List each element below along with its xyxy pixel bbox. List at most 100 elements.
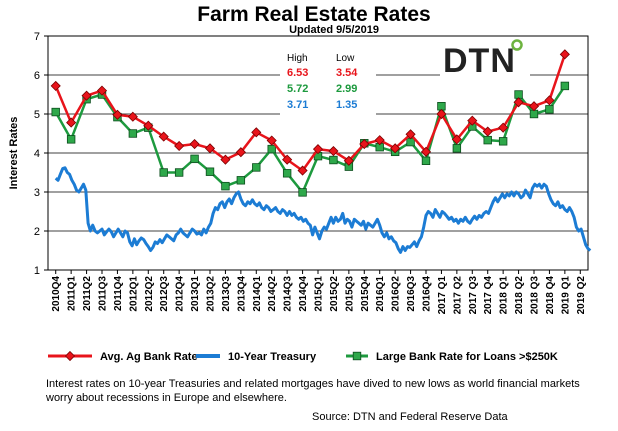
point-large-bank-rate [66, 135, 76, 144]
legend-label: 10-Year Treasury [228, 351, 317, 363]
x-tick-label: 2017 Q2 [452, 276, 463, 315]
y-tick-label: 2 [34, 226, 40, 238]
point-avg-ag-bank-rate [112, 109, 123, 120]
high-header: High [287, 53, 308, 64]
x-tick-label: 2011Q3 [98, 276, 109, 311]
point-large-bank-rate [406, 137, 415, 147]
x-tick-label: 2017 Q3 [468, 276, 479, 315]
point-large-bank-rate [329, 155, 338, 165]
point-avg-ag-bank-rate [174, 140, 185, 152]
legend-marker-diamond [64, 350, 76, 362]
point-avg-ag-bank-rate [127, 111, 138, 122]
x-tick-label: 2014Q1 [252, 276, 263, 312]
x-tick-label: 2019 Q1 [560, 276, 571, 315]
x-tick-label: 2015Q1 [314, 276, 325, 312]
y-tick-label: 6 [34, 70, 40, 82]
x-tick-label: 2019 Q2 [576, 276, 587, 315]
point-avg-ag-bank-rate [81, 90, 92, 101]
high-low-rows: 6.53 3.54 5.72 2.99 3.71 1.35 [287, 67, 358, 111]
series-layer [50, 49, 592, 254]
plot-frame [47, 35, 589, 271]
point-avg-ag-bank-rate [482, 126, 493, 137]
logo-backdrop [440, 40, 530, 80]
point-avg-ag-bank-rate [220, 154, 231, 165]
x-tick-label: 2015Q3 [344, 276, 355, 312]
point-large-bank-rate [221, 181, 230, 191]
y-tick-label: 3 [34, 187, 40, 199]
x-tick-label: 2015Q4 [360, 276, 371, 312]
y-tick-label: 5 [34, 109, 40, 121]
logo-text: DTN [443, 42, 516, 80]
point-avg-ag-bank-rate [498, 122, 509, 133]
point-large-bank-rate [205, 167, 215, 176]
point-avg-ag-bank-rate [251, 127, 262, 138]
point-avg-ag-bank-rate [328, 145, 339, 157]
dtn-logo: DTN [440, 39, 530, 80]
point-avg-ag-bank-rate [436, 108, 447, 120]
point-large-bank-rate [128, 129, 138, 138]
x-tick-label: 2017 Q4 [483, 276, 494, 315]
high-value: 5.72 [287, 83, 308, 95]
x-tick-label: 2011Q2 [82, 276, 93, 311]
point-avg-ag-bank-rate [96, 85, 108, 96]
point-avg-ag-bank-rate [282, 154, 293, 165]
series-line-10-year-treasury [54, 166, 592, 254]
x-tick-label: 2011Q1 [67, 276, 78, 311]
high-low-table: High Low 6.53 3.54 5.72 2.99 3.71 1.35 [280, 47, 376, 115]
point-avg-ag-bank-rate [158, 131, 169, 142]
point-large-bank-rate [267, 144, 276, 154]
x-tick-label: 2012Q2 [144, 276, 155, 312]
x-tick-label: 2014Q4 [298, 276, 309, 312]
point-large-bank-rate [529, 109, 539, 119]
point-large-bank-rate [174, 168, 184, 177]
point-avg-ag-bank-rate [359, 138, 370, 150]
chart-source: Source: DTN and Federal Reserve Data [312, 411, 508, 423]
high-value: 6.53 [287, 67, 308, 79]
point-avg-ag-bank-rate [143, 120, 154, 131]
y-axis-label: Interest Rates [8, 117, 20, 190]
point-large-bank-rate [236, 176, 246, 185]
x-tick-label: 2016Q4 [422, 276, 433, 312]
point-avg-ag-bank-rate [312, 144, 324, 155]
low-value: 3.54 [336, 67, 358, 79]
point-avg-ag-bank-rate [451, 134, 462, 145]
point-large-bank-rate [298, 188, 307, 197]
series-line-avg-ag-bank-rate [54, 53, 567, 172]
point-large-bank-rate [437, 102, 446, 111]
x-tick-label: 2018 Q3 [530, 276, 541, 315]
point-avg-ag-bank-rate [374, 135, 385, 146]
point-avg-ag-bank-rate [66, 117, 77, 128]
x-tick-label: 2016Q1 [375, 276, 386, 312]
low-value: 1.35 [336, 99, 357, 111]
x-tick-label: 2012Q1 [128, 276, 139, 312]
point-avg-ag-bank-rate [266, 135, 277, 146]
point-large-bank-rate [452, 144, 462, 153]
point-avg-ag-bank-rate [467, 115, 478, 126]
x-tick-label: 2018 Q4 [545, 276, 556, 315]
x-tick-label: 2013Q1 [190, 276, 201, 312]
point-large-bank-rate [498, 137, 508, 146]
x-tick-label: 2012Q4 [175, 276, 186, 312]
point-large-bank-rate [560, 81, 570, 91]
point-avg-ag-bank-rate [559, 49, 570, 60]
point-avg-ag-bank-rate [235, 147, 246, 158]
point-avg-ag-bank-rate [50, 80, 61, 91]
x-tick-label: 2017 Q1 [437, 276, 448, 315]
x-tick-label: 2018 Q2 [514, 276, 525, 315]
x-tick-label: 2016Q3 [406, 276, 417, 312]
x-tick-label: 2010Q4 [51, 276, 62, 312]
point-large-bank-rate [190, 154, 199, 164]
low-header: Low [336, 53, 355, 64]
point-large-bank-rate [282, 169, 292, 178]
point-large-bank-rate [545, 105, 554, 114]
high-low-box [280, 47, 376, 115]
low-value: 2.99 [336, 83, 357, 95]
point-avg-ag-bank-rate [544, 95, 555, 106]
point-large-bank-rate [159, 168, 168, 177]
high-value: 3.71 [287, 99, 308, 111]
y-tick-label: 1 [34, 265, 40, 277]
x-axis-ticks: 2010Q4 2011Q1 2011Q2 2011Q3 2011Q4 2012Q1 2012… [51, 270, 587, 314]
y-axis-ticks: 1 2 3 4 5 6 7 [34, 31, 48, 277]
point-large-bank-rate [514, 90, 523, 99]
